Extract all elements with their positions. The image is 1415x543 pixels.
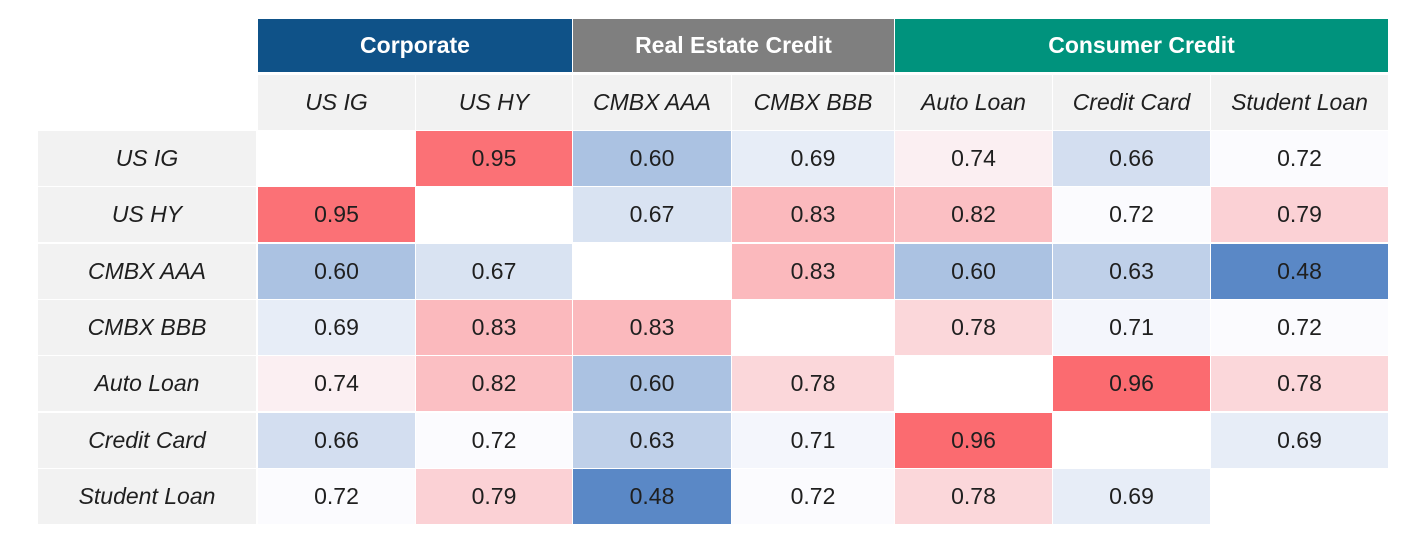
- heatmap-cell-credit-card-us-hy: 0.72: [416, 412, 572, 468]
- heatmap-cell-credit-card-student-loan: 0.69: [1211, 412, 1388, 468]
- heatmap-cell-student-loan-cmbx-bbb: 0.72: [732, 468, 894, 524]
- heatmap-cell-cmbx-bbb-us-ig: 0.69: [258, 299, 415, 355]
- column-header-cmbx-bbb: CMBX BBB: [732, 75, 894, 130]
- heatmap-cell-us-ig-credit-card: 0.66: [1053, 131, 1210, 186]
- row-header-cmbx-bbb: CMBX BBB: [38, 299, 256, 355]
- heatmap-cell-us-ig-cmbx-aaa: 0.60: [573, 131, 731, 186]
- heatmap-cell-cmbx-aaa-cmbx-aaa: [573, 243, 731, 299]
- heatmap-cell-us-hy-cmbx-aaa: 0.67: [573, 187, 731, 243]
- column-header-us-ig: US IG: [258, 75, 415, 130]
- heatmap-cell-cmbx-bbb-student-loan: 0.72: [1211, 299, 1388, 355]
- heatmap-cell-auto-loan-student-loan: 0.78: [1211, 356, 1388, 412]
- heatmap-cell-credit-card-cmbx-bbb: 0.71: [732, 412, 894, 468]
- column-header-student-loan: Student Loan: [1211, 75, 1388, 130]
- heatmap-cell-us-ig-student-loan: 0.72: [1211, 131, 1388, 186]
- heatmap-cell-student-loan-credit-card: 0.69: [1053, 468, 1210, 524]
- column-header-credit-card: Credit Card: [1053, 75, 1210, 130]
- heatmap-cell-us-hy-credit-card: 0.72: [1053, 187, 1210, 243]
- heatmap-cell-auto-loan-auto-loan: [895, 356, 1052, 412]
- heatmap-cell-credit-card-cmbx-aaa: 0.63: [573, 412, 731, 468]
- heatmap-cell-cmbx-bbb-auto-loan: 0.78: [895, 299, 1052, 355]
- heatmap-cell-auto-loan-cmbx-bbb: 0.78: [732, 356, 894, 412]
- heatmap-cell-student-loan-auto-loan: 0.78: [895, 468, 1052, 524]
- heatmap-cell-us-ig-cmbx-bbb: 0.69: [732, 131, 894, 186]
- heatmap-cell-us-hy-cmbx-bbb: 0.83: [732, 187, 894, 243]
- heatmap-cell-credit-card-us-ig: 0.66: [258, 412, 415, 468]
- heatmap-cell-student-loan-cmbx-aaa: 0.48: [573, 468, 731, 524]
- heatmap-cell-us-hy-auto-loan: 0.82: [895, 187, 1052, 243]
- heatmap-cell-auto-loan-cmbx-aaa: 0.60: [573, 356, 731, 412]
- column-group-real-estate-credit: Real Estate Credit: [573, 19, 894, 72]
- heatmap-cell-cmbx-bbb-credit-card: 0.71: [1053, 299, 1210, 355]
- heatmap-cell-student-loan-student-loan: [1211, 468, 1388, 524]
- heatmap-cell-auto-loan-us-hy: 0.82: [416, 356, 572, 412]
- heatmap-cell-cmbx-aaa-credit-card: 0.63: [1053, 243, 1210, 299]
- column-group-corporate: Corporate: [258, 19, 572, 72]
- heatmap-cell-cmbx-aaa-us-hy: 0.67: [416, 243, 572, 299]
- heatmap-cell-credit-card-auto-loan: 0.96: [895, 412, 1052, 468]
- column-header-auto-loan: Auto Loan: [895, 75, 1052, 130]
- heatmap-cell-us-hy-us-hy: [416, 187, 572, 243]
- heatmap-cell-auto-loan-credit-card: 0.96: [1053, 356, 1210, 412]
- heatmap-cell-student-loan-us-hy: 0.79: [416, 468, 572, 524]
- column-header-us-hy: US HY: [416, 75, 572, 130]
- row-header-cmbx-aaa: CMBX AAA: [38, 243, 256, 299]
- heatmap-cell-cmbx-aaa-auto-loan: 0.60: [895, 243, 1052, 299]
- heatmap-cell-cmbx-aaa-us-ig: 0.60: [258, 243, 415, 299]
- heatmap-cell-cmbx-bbb-us-hy: 0.83: [416, 299, 572, 355]
- row-header-credit-card: Credit Card: [38, 412, 256, 468]
- heatmap-cell-cmbx-aaa-student-loan: 0.48: [1211, 243, 1388, 299]
- heatmap-cell-cmbx-bbb-cmbx-bbb: [732, 299, 894, 355]
- column-group-consumer-credit: Consumer Credit: [895, 19, 1388, 72]
- row-header-student-loan: Student Loan: [38, 468, 256, 524]
- heatmap-cell-us-ig-us-hy: 0.95: [416, 131, 572, 186]
- heatmap-cell-cmbx-aaa-cmbx-bbb: 0.83: [732, 243, 894, 299]
- row-header-auto-loan: Auto Loan: [38, 356, 256, 412]
- row-header-us-ig: US IG: [38, 131, 256, 186]
- heatmap-cell-us-ig-auto-loan: 0.74: [895, 131, 1052, 186]
- heatmap-cell-us-ig-us-ig: [258, 131, 415, 186]
- heatmap-cell-auto-loan-us-ig: 0.74: [258, 356, 415, 412]
- heatmap-cell-us-hy-us-ig: 0.95: [258, 187, 415, 243]
- heatmap-cell-credit-card-credit-card: [1053, 412, 1210, 468]
- heatmap-cell-us-hy-student-loan: 0.79: [1211, 187, 1388, 243]
- heatmap-cell-student-loan-us-ig: 0.72: [258, 468, 415, 524]
- row-header-us-hy: US HY: [38, 187, 256, 243]
- column-header-cmbx-aaa: CMBX AAA: [573, 75, 731, 130]
- heatmap-cell-cmbx-bbb-cmbx-aaa: 0.83: [573, 299, 731, 355]
